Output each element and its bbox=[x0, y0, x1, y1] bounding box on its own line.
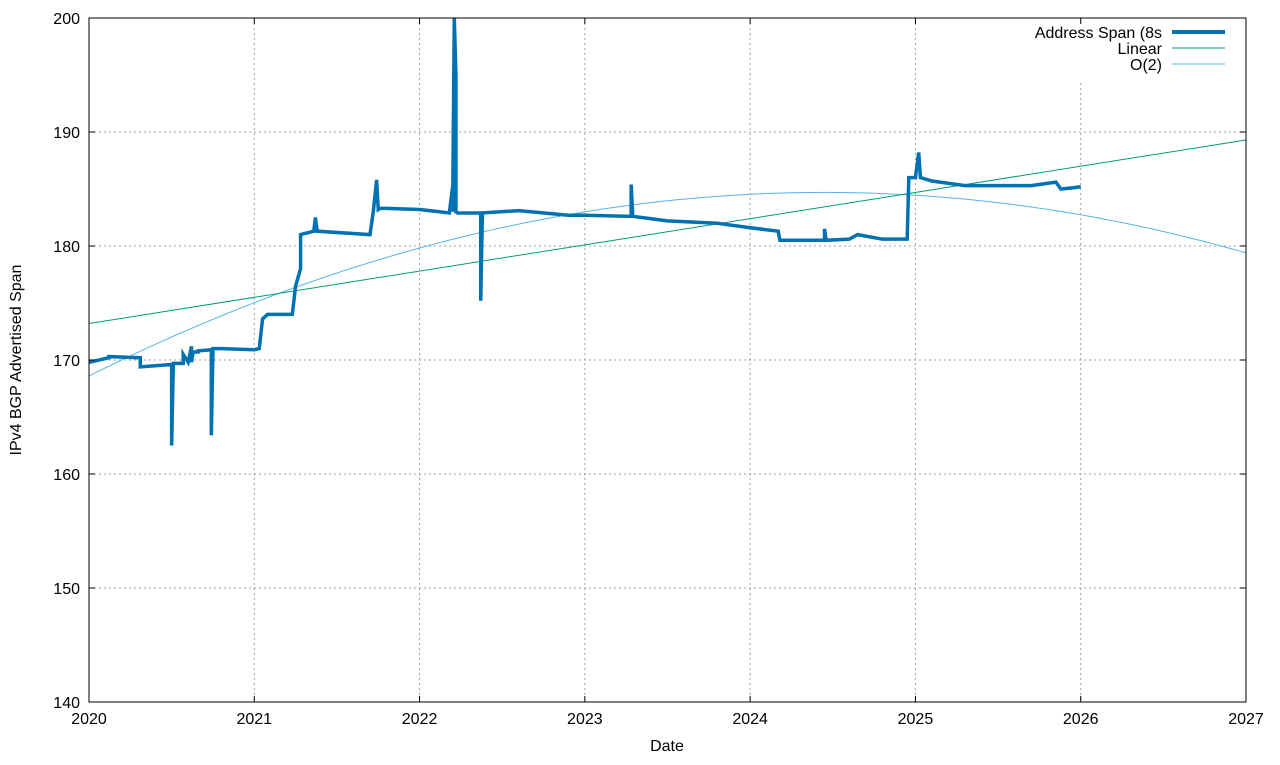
x-tick-label: 2022 bbox=[402, 711, 438, 728]
plot-border bbox=[88, 17, 1247, 703]
x-tick-label: 2027 bbox=[1228, 711, 1264, 728]
series-layer bbox=[88, 17, 1247, 446]
y-tick-label: 140 bbox=[53, 695, 80, 712]
legend-label: Linear bbox=[1118, 41, 1163, 58]
y-tick-label: 160 bbox=[53, 467, 80, 484]
x-axis-label: Date bbox=[650, 738, 684, 755]
y-tick-label: 180 bbox=[53, 239, 80, 256]
grid bbox=[89, 18, 1246, 702]
legend-background bbox=[1000, 19, 1245, 81]
x-tick-label: 2021 bbox=[236, 711, 272, 728]
y-tick-label: 170 bbox=[53, 353, 80, 370]
y-axis-label: IPv4 BGP Advertised Span bbox=[8, 265, 25, 456]
series-line-address-span bbox=[88, 17, 1081, 446]
x-tick-label: 2025 bbox=[898, 711, 934, 728]
ticks: 2020 2021 2022 2023 2024 2025 2026 2027 140 150 16… bbox=[53, 11, 1264, 728]
series-line-quadratic bbox=[88, 191, 1247, 377]
legend-label: Address Span (8s bbox=[1035, 25, 1162, 42]
y-tick-label: 200 bbox=[53, 11, 80, 28]
series-line-linear bbox=[88, 139, 1247, 325]
x-tick-label: 2023 bbox=[567, 711, 603, 728]
x-tick-label: 2026 bbox=[1063, 711, 1099, 728]
x-tick-label: 2020 bbox=[71, 711, 107, 728]
y-tick-label: 190 bbox=[53, 125, 80, 142]
y-tick-label: 150 bbox=[53, 581, 80, 598]
x-tick-label: 2024 bbox=[732, 711, 768, 728]
legend-label: O(2) bbox=[1130, 57, 1162, 74]
